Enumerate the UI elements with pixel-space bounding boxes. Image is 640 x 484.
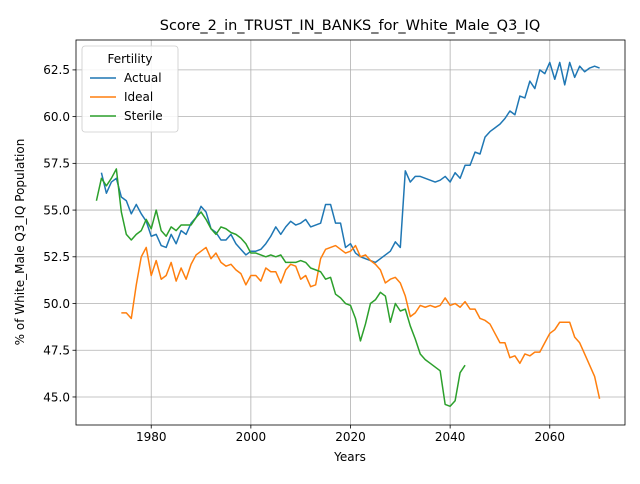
series-line-ideal <box>121 244 601 399</box>
legend-label: Sterile <box>124 109 163 123</box>
y-tick-label: 50.0 <box>43 297 70 311</box>
legend: Fertility Actual Ideal Sterile <box>81 45 179 133</box>
y-tick-label: 45.0 <box>43 390 70 404</box>
y-tick-label: 47.5 <box>43 344 70 358</box>
y-axis-label: % of White_Male Q3_IQ Population <box>13 139 27 346</box>
y-tick-label: 62.5 <box>43 63 70 77</box>
y-tick-label: 57.5 <box>43 157 70 171</box>
grid-lines <box>76 40 625 425</box>
legend-label: Actual <box>124 71 162 85</box>
axis-ticks: 1980 2000 2020 2040 2060 45.0 47.5 50.0 52.5 55.0… <box>43 63 565 444</box>
y-tick-label: 60.0 <box>43 110 70 124</box>
x-tick-label: 2000 <box>236 430 267 444</box>
series-line-sterile <box>95 168 466 408</box>
x-axis-label: Years <box>333 450 366 464</box>
y-tick-label: 52.5 <box>43 250 70 264</box>
chart-title: Score_2_in_TRUST_IN_BANKS_for_White_Male… <box>160 18 540 34</box>
legend-title: Fertility <box>107 52 152 66</box>
plot-series <box>95 61 601 408</box>
x-tick-label: 2060 <box>535 430 566 444</box>
x-tick-label: 1980 <box>136 430 167 444</box>
series-line-actual <box>100 61 600 264</box>
x-tick-label: 2040 <box>435 430 466 444</box>
x-tick-label: 2020 <box>335 430 366 444</box>
legend-label: Ideal <box>124 90 153 104</box>
legend-box <box>81 45 179 133</box>
y-tick-label: 55.0 <box>43 203 70 217</box>
